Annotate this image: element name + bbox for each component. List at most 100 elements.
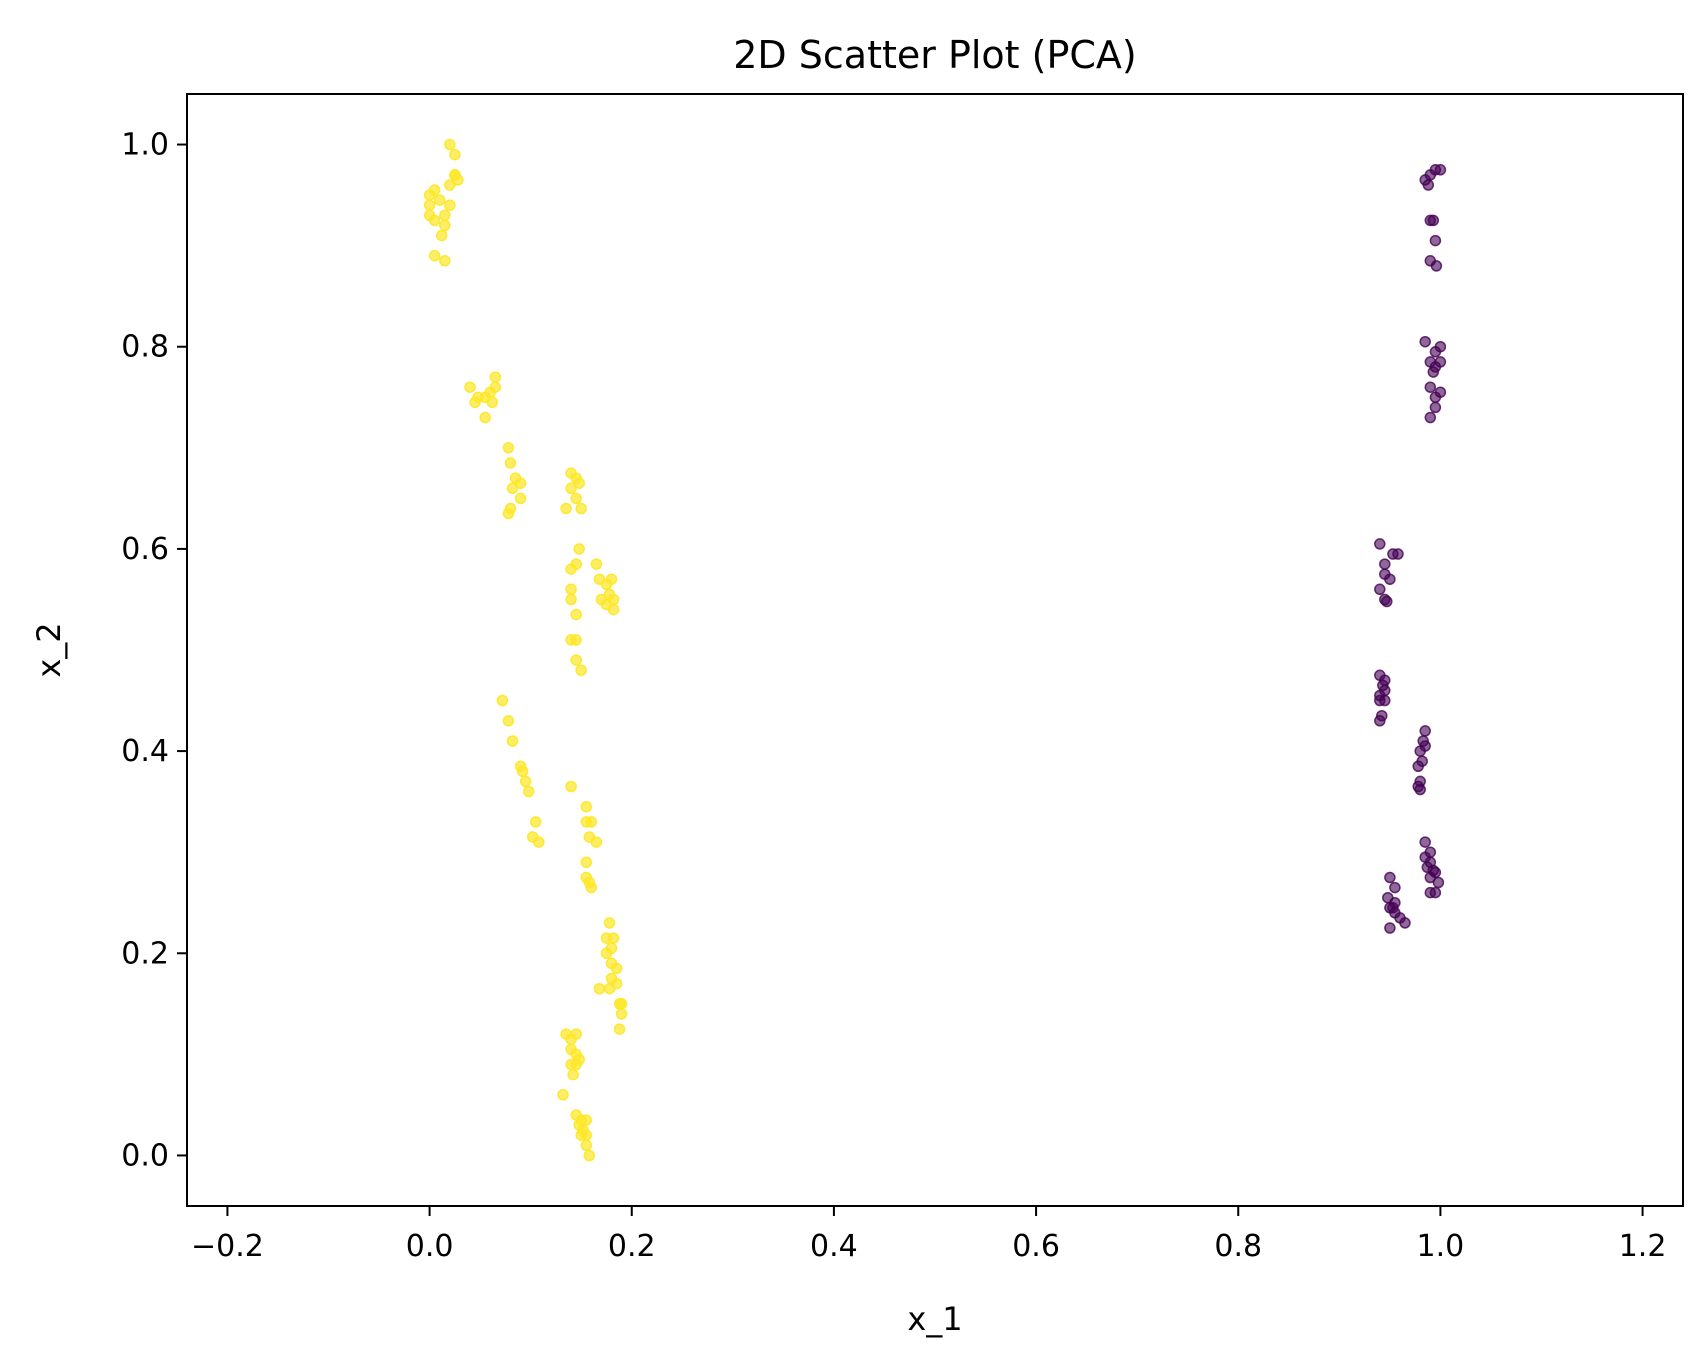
y-tick-label: 1.0: [121, 128, 169, 163]
scatter-point-s0-8: [433, 194, 446, 206]
scatter-point-s0-50: [570, 654, 582, 666]
plot-area-frame: [186, 93, 1684, 1207]
scatter-point-s1-12: [1434, 340, 1447, 353]
scatter-point-s0-15: [428, 249, 441, 262]
scatter-point-s1-49: [1419, 836, 1431, 848]
chart-title: 2D Scatter Plot (PCA): [733, 33, 1137, 77]
scatter-point-s0-49: [570, 634, 582, 646]
scatter-point-s1-28: [1374, 583, 1386, 596]
scatter-point-s0-26: [469, 396, 481, 409]
scatter-point-s0-95: [613, 1023, 626, 1035]
scatter-point-s0-11: [428, 214, 441, 227]
scatter-point-s0-47: [570, 608, 582, 621]
scatter-point-s0-55: [605, 573, 618, 585]
x-tick-label: 1.2: [1619, 1229, 1667, 1264]
scatter-point-s1-10: [1419, 335, 1431, 348]
scatter-point-s1-20: [1429, 401, 1442, 414]
scatter-point-s0-70: [533, 836, 545, 848]
scatter-point-s0-37: [573, 477, 585, 489]
scatter-point-s0-77: [580, 856, 593, 869]
scatter-point-s0-39: [570, 492, 582, 505]
scatter-point-s1-43: [1414, 745, 1426, 757]
scatter-point-s0-1: [449, 148, 461, 161]
scatter-point-s0-113: [580, 1139, 593, 1152]
scatter-point-s0-45: [565, 583, 577, 596]
scatter-point-s0-63: [506, 735, 519, 747]
scatter-point-s0-87: [610, 962, 623, 975]
y-axis: 0.0 0.2 0.4 0.6 0.8 1.0: [121, 128, 187, 1173]
scatter-point-s1-48: [1414, 783, 1426, 796]
scatter-point-s1-17: [1424, 381, 1437, 393]
scatter-point-s0-65: [516, 765, 529, 778]
x-axis-title: x_1: [907, 1300, 962, 1338]
scatter-point-s1-4: [1422, 179, 1435, 191]
y-axis-title: x_2: [30, 622, 68, 677]
scatter-point-s1-19: [1434, 386, 1447, 398]
scatter-point-s0-27: [502, 442, 515, 454]
y-tick-label: 0.8: [121, 330, 169, 365]
scatter-point-s0-32: [514, 492, 527, 505]
scatter-point-s1-57: [1432, 876, 1445, 889]
scatter-point-s0-3: [444, 179, 456, 191]
scatter-point-s0-80: [585, 881, 598, 894]
x-tick-label: 0.2: [608, 1229, 656, 1264]
y-tick-label: 0.6: [121, 532, 169, 567]
scatter-point-s1-40: [1419, 725, 1431, 737]
scatter-point-s0-52: [590, 558, 603, 570]
scatter-point-s0-18: [464, 381, 476, 393]
scatter-point-s0-23: [489, 371, 502, 383]
scatter-point-s0-71: [565, 780, 577, 793]
scatter-point-s1-21: [1424, 411, 1437, 424]
scatter-point-s0-12: [439, 219, 451, 232]
scatter-point-s0-60: [595, 593, 608, 606]
scatter-point-s0-38: [565, 482, 577, 495]
scatter-point-s0-114: [583, 1149, 596, 1162]
scatter-point-s0-68: [529, 816, 542, 828]
scatter-point-s0-24: [486, 396, 499, 409]
x-tick-label: 0.0: [406, 1229, 454, 1264]
scatter-point-s0-16: [439, 255, 451, 267]
scatter-point-s0-94: [615, 1008, 628, 1020]
scatter-point-s1-45: [1412, 760, 1424, 773]
scatter-point-s0-28: [504, 457, 517, 469]
scatter-point-s0-31: [514, 477, 527, 489]
scatter-point-s1-39: [1374, 715, 1386, 727]
scatter-point-s0-30: [506, 482, 519, 495]
scatter-point-s1-68: [1399, 917, 1411, 929]
scatter-point-s0-42: [573, 543, 585, 555]
scatter-point-s1-30: [1381, 595, 1393, 608]
scatter-point-s0-7: [423, 199, 436, 211]
scatter-point-s1-37: [1374, 694, 1386, 707]
scatter-point-s0-93: [615, 998, 628, 1010]
scatter-point-s0-76: [590, 836, 603, 848]
scatter-point-s0-91: [593, 982, 606, 995]
scatter-point-s1-61: [1389, 881, 1401, 894]
scatter-point-s0-40: [560, 502, 572, 515]
scatter-point-s0-105: [557, 1089, 569, 1101]
scatter-point-s0-14: [435, 229, 448, 242]
scatter-point-s0-90: [603, 982, 616, 995]
scatter-point-s0-104: [567, 1068, 579, 1081]
scatter-point-s1-69: [1384, 922, 1396, 934]
scatter-point-s0-9: [439, 209, 451, 222]
scatter-point-s1-27: [1384, 573, 1396, 585]
scatter-point-s0-22: [489, 381, 502, 393]
scatter-point-s0-103: [570, 1058, 582, 1071]
scatter-point-s0-17: [449, 169, 461, 181]
scatter-point-s0-85: [600, 947, 613, 960]
y-tick-label: 0.0: [121, 1138, 169, 1173]
x-tick-label: 0.4: [810, 1229, 858, 1264]
scatter-point-s1-22: [1374, 538, 1386, 550]
scatter-point-s0-81: [603, 917, 616, 929]
scatter-point-s1-3: [1434, 164, 1447, 176]
scatter-point-s1-15: [1434, 356, 1447, 368]
scatter-point-s1-60: [1384, 871, 1396, 884]
x-tick-label: 0.8: [1214, 1229, 1262, 1264]
y-tick-label: 0.4: [121, 734, 169, 769]
scatter-point-s1-9: [1430, 260, 1443, 272]
scatter-point-s0-6: [428, 184, 441, 196]
scatter-point-s0-59: [607, 603, 620, 616]
scatter-point-s0-13: [444, 199, 456, 211]
